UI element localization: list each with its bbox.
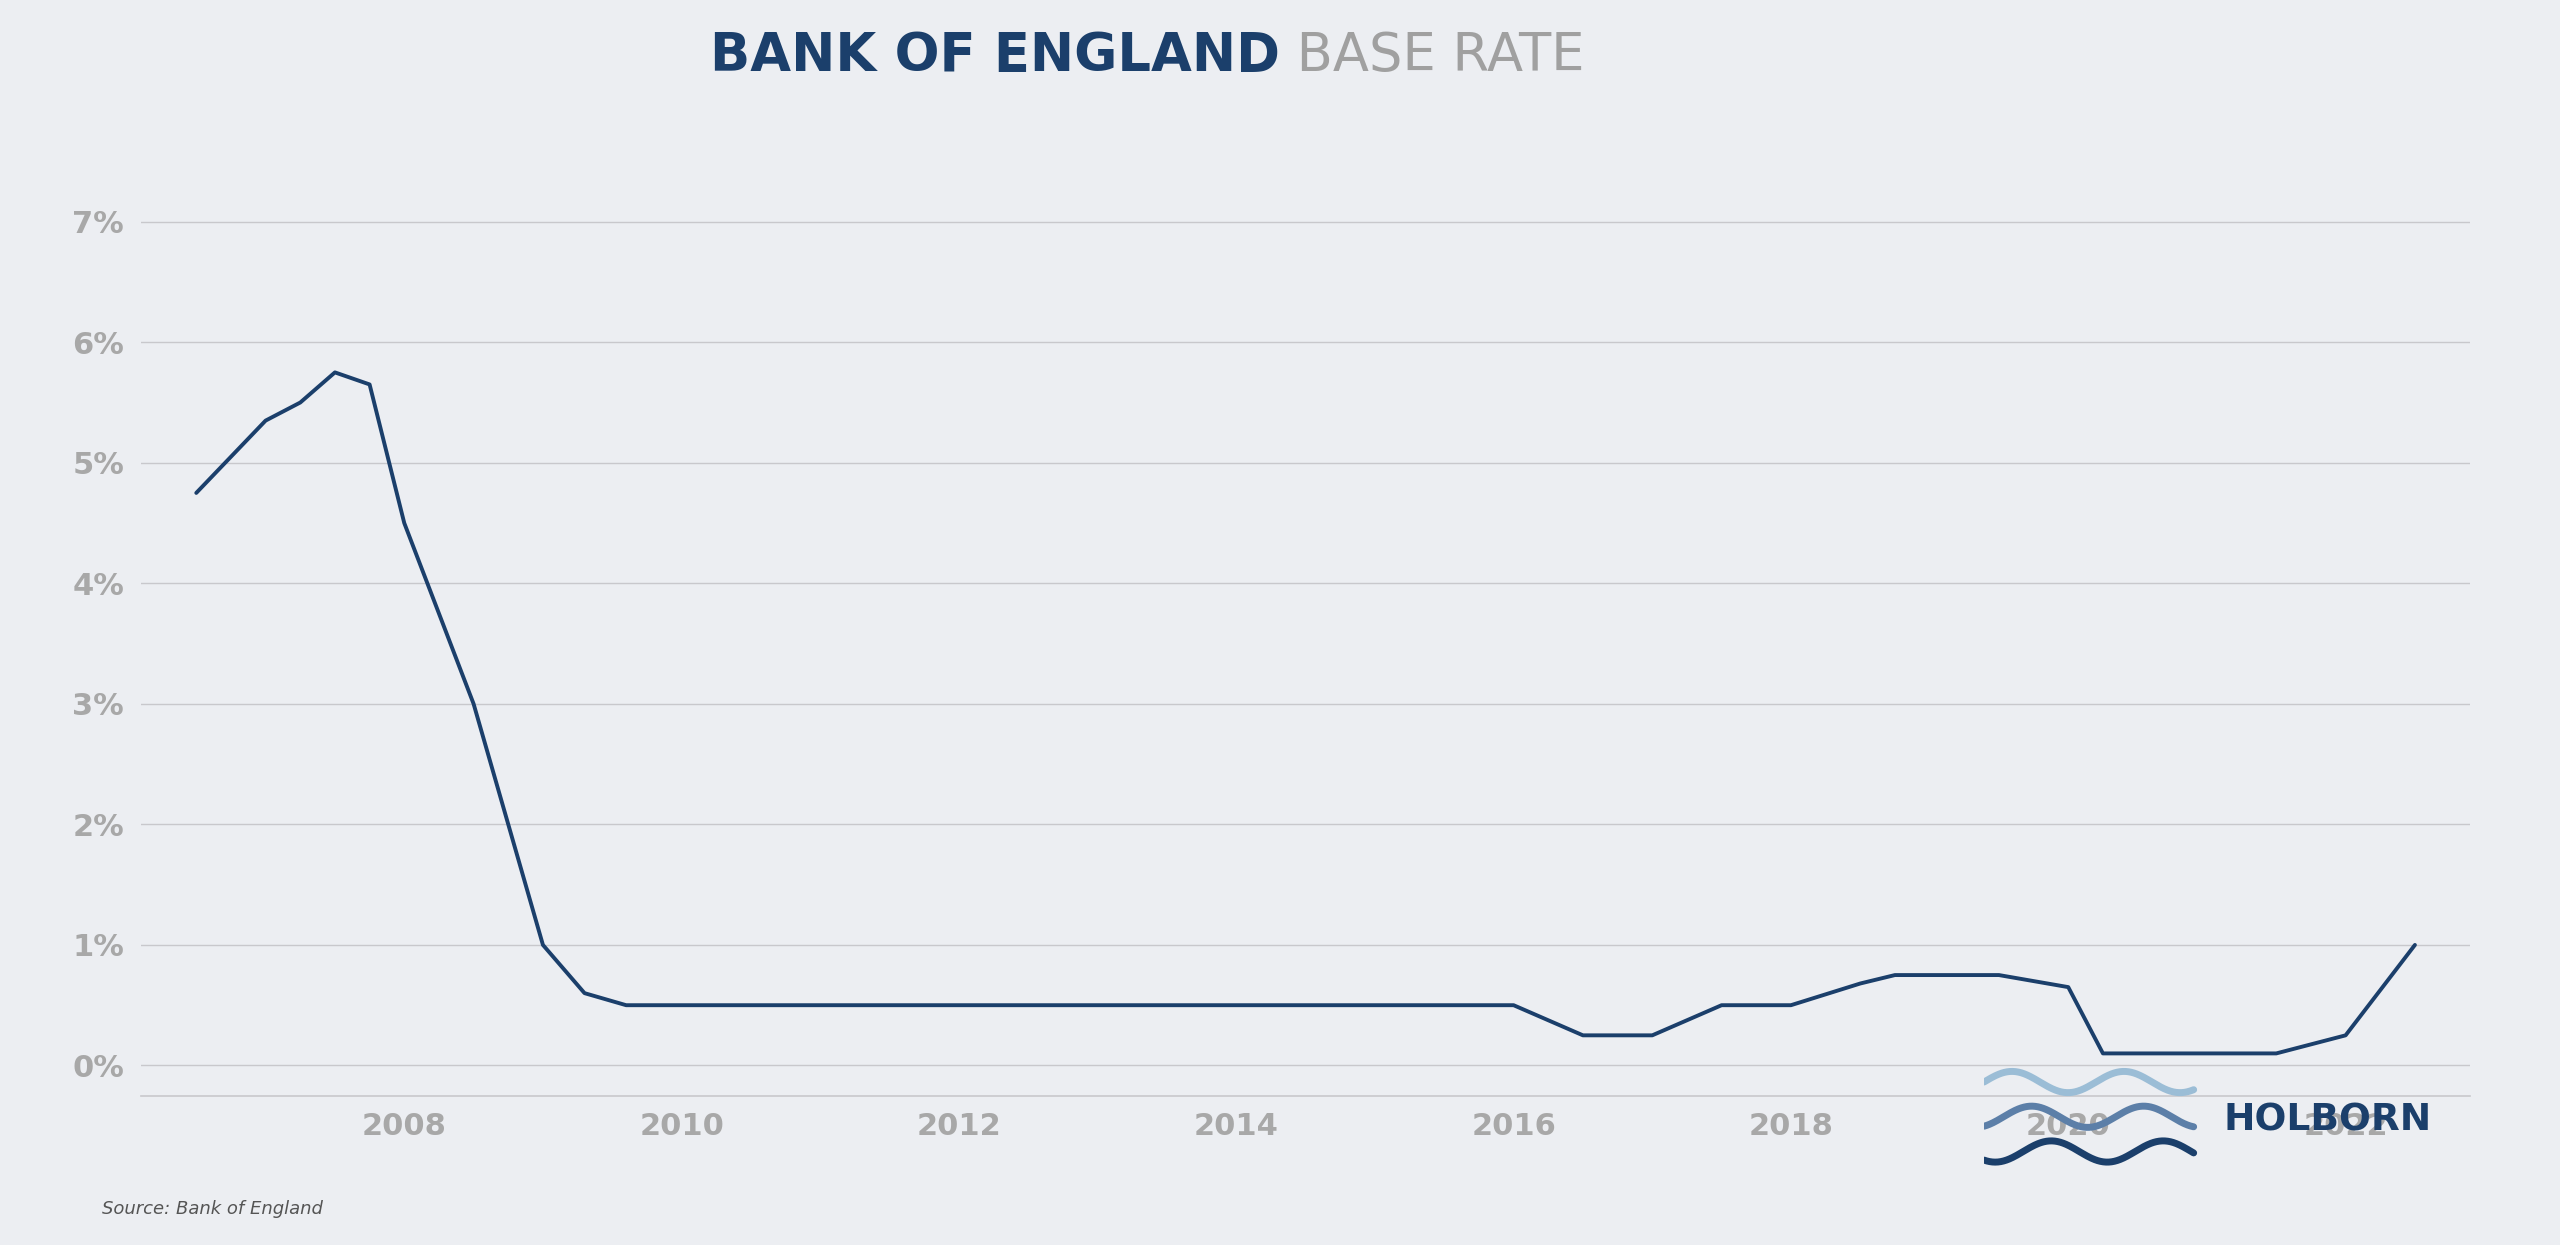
Text: Source: Bank of England: Source: Bank of England bbox=[102, 1200, 323, 1218]
Text: BANK OF ENGLAND: BANK OF ENGLAND bbox=[709, 30, 1280, 82]
Text: BASE RATE: BASE RATE bbox=[1280, 30, 1585, 82]
Text: HOLBORN: HOLBORN bbox=[2225, 1103, 2432, 1139]
